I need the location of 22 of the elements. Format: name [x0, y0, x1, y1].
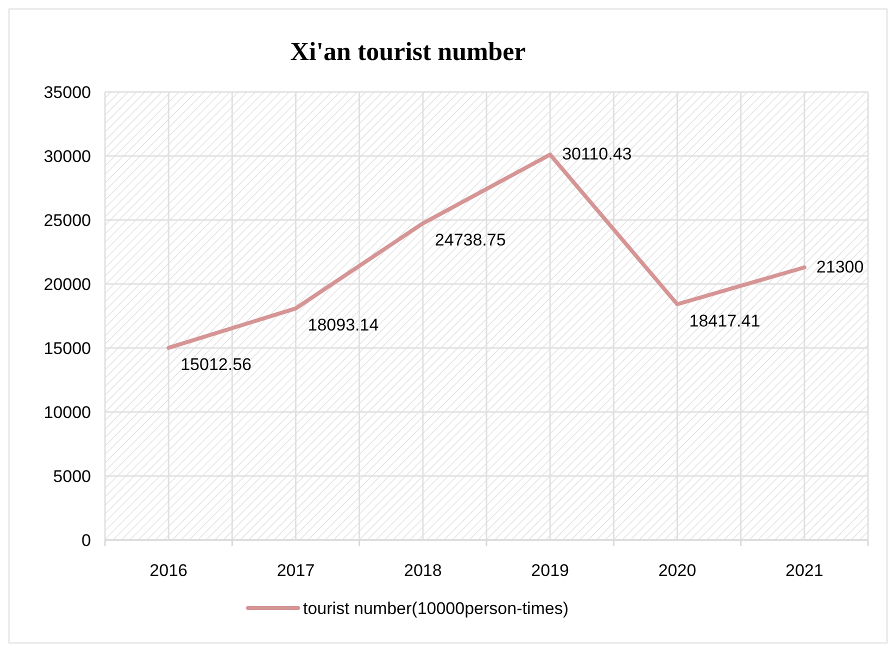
- y-tick-label: 10000: [44, 403, 91, 422]
- y-tick-label: 25000: [44, 211, 91, 230]
- x-tick-label: 2018: [404, 561, 442, 580]
- data-label: 18093.14: [308, 315, 379, 334]
- data-label: 30110.43: [562, 144, 632, 164]
- x-tick-label: 2021: [786, 561, 824, 580]
- data-label: 24738.75: [434, 230, 506, 250]
- y-tick-label: 20000: [44, 275, 91, 294]
- x-tick-label: 2016: [150, 561, 188, 580]
- y-tick-label: 30000: [44, 147, 91, 166]
- y-tick-label: 35000: [44, 83, 91, 102]
- x-tick-label: 2019: [531, 561, 569, 580]
- y-tick-label: 15000: [44, 339, 91, 358]
- data-label: 21300: [816, 257, 864, 276]
- data-label: 15012.56: [180, 354, 252, 374]
- y-tick-label: 5000: [53, 467, 91, 486]
- y-tick-label: 0: [82, 531, 91, 550]
- data-label: 18417.41: [689, 311, 760, 330]
- legend-label: tourist number(10000person-times): [303, 599, 569, 618]
- x-tick-label: 2020: [658, 561, 696, 580]
- chart-title: Xi'an tourist number: [290, 37, 526, 66]
- x-tick-label: 2017: [276, 561, 315, 580]
